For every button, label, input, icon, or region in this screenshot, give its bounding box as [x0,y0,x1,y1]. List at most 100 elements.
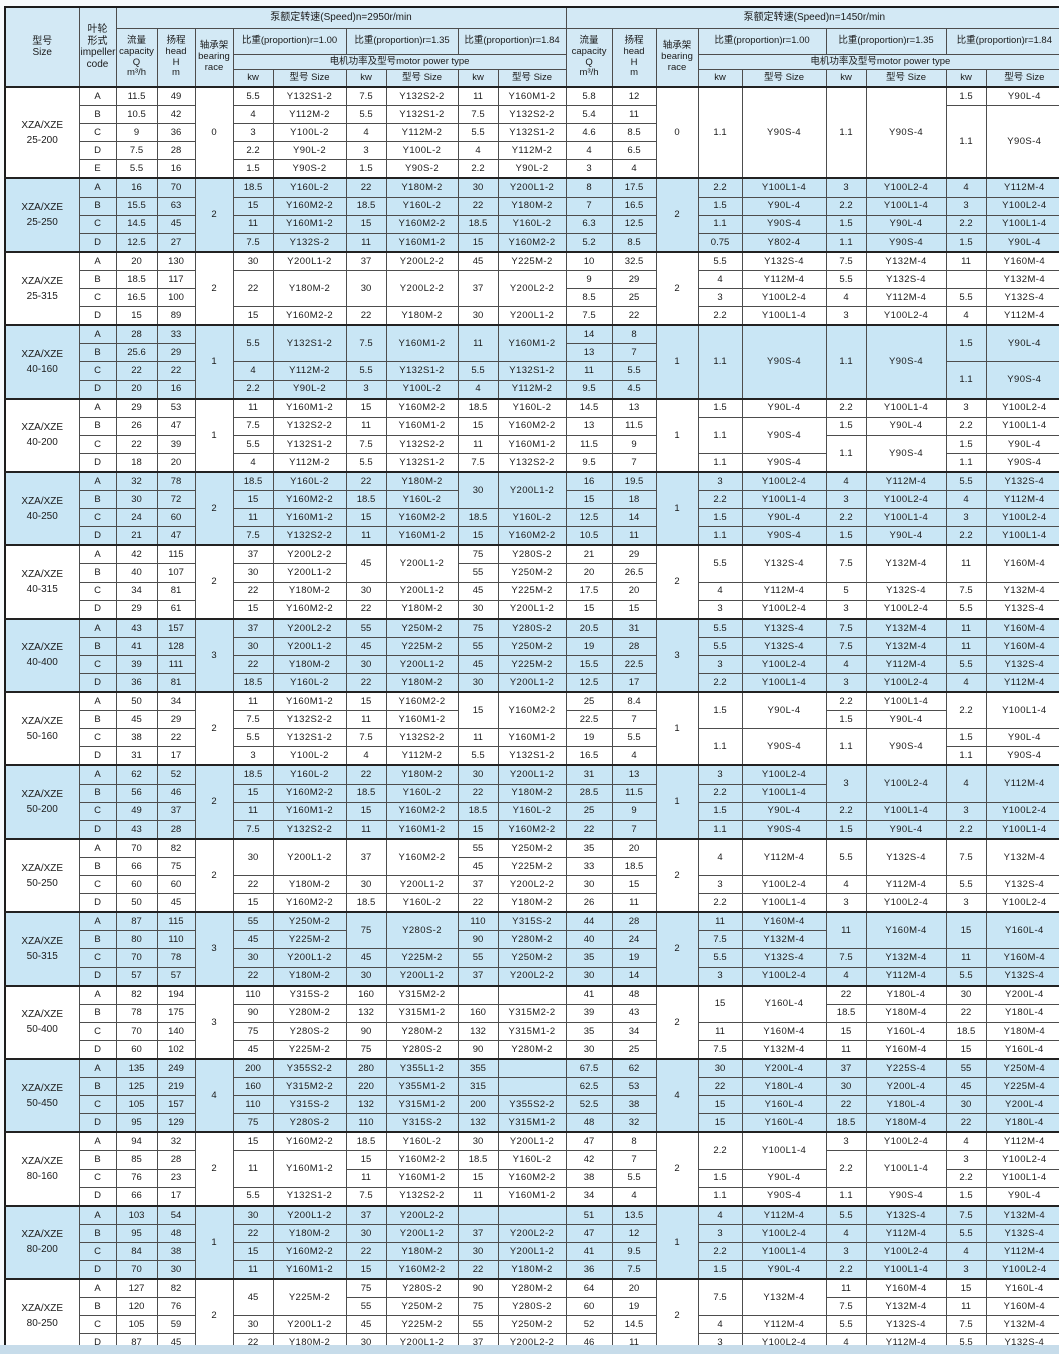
motor-size-cell-1450: Y180L-4 [985,1113,1059,1133]
motor-kw-cell-2950: 132 [345,1095,387,1115]
motor-size-cell-2950: Y280M-2 [385,1021,459,1041]
header-capacity-left: 流量 capacity Q m³/h [115,28,158,88]
motor-size-cell-2950: Y200L1-2 [272,1315,347,1335]
motor-size-cell-1450: Y112M-4 [985,764,1059,803]
motor-size-cell-1450: Y100L1-4 [985,526,1059,546]
motor-kw-cell-1450: 11 [945,636,987,656]
model-cell: XZA/XZE 40-160 [4,324,80,400]
motor-kw-cell-1450: 7.5 [825,1297,867,1317]
motor-kw-cell-1450: 7.5 [945,1204,987,1225]
motor-kw-cell-2950: 55 [232,911,274,932]
motor-kw-cell-2950: 30 [457,306,499,326]
motor-kw-cell-2950: 37 [457,269,499,308]
header-prop135-left: 比重(proportion)r=1.35 [345,28,459,55]
head-cell-2950: 57 [156,966,196,987]
motor-kw-cell-2950: 15 [345,397,387,418]
capacity-cell-2950: 39 [115,654,158,675]
motor-size-cell-2950: Y100L-2 [385,379,459,400]
motor-kw-cell-1450: 30 [945,984,987,1005]
motor-size-cell-1450: Y112M-4 [741,1315,827,1335]
bearing-cell-2950: 2 [194,1278,234,1353]
motor-size-cell-1450: Y160M-4 [865,1278,947,1299]
motor-kw-cell-2950: 55 [457,948,499,968]
motor-size-cell-1450: Y100L2-4 [865,177,947,198]
motor-kw-cell-2950: 15 [345,801,387,821]
motor-kw-cell-2950: 75 [457,1297,499,1317]
motor-kw-cell-2950: 37 [457,875,499,895]
motor-kw-cell-1450: 5.5 [945,1223,987,1243]
head-cell-2950: 29 [156,710,196,730]
motor-size-cell-2950: Y160M1-2 [385,819,459,840]
motor-kw-cell-2950: 132 [457,1021,499,1041]
motor-size-cell-1450: Y100L1-4 [741,177,827,198]
capacity-cell-1450: 51 [565,1204,613,1225]
motor-size-cell-1450: Y132M-4 [741,1039,827,1060]
head-cell-1450: 9 [611,801,657,821]
motor-kw-cell-1450: 2.2 [945,416,987,436]
head-cell-1450: 12 [611,1223,657,1243]
bearing-cell-2950: 2 [194,1131,234,1207]
motor-kw-cell-1450: 3 [945,893,987,913]
head-cell-2950: 100 [156,288,196,308]
motor-size-cell-2950: Y225M-2 [385,1315,459,1335]
capacity-cell-1450: 12.5 [565,673,613,693]
capacity-cell-1450: 34 [565,1186,613,1207]
head-cell-2950: 45 [156,893,196,913]
motor-size-cell-2950: Y160L-2 [385,1131,459,1152]
motor-kw-cell-2950: 11 [457,1186,499,1207]
impeller-code-cell: C [78,1095,117,1115]
motor-kw-cell-1450: 4 [945,764,987,803]
motor-size-cell-1450: Y100L2-4 [985,1260,1059,1280]
bearing-cell-1450: 2 [655,544,699,620]
motor-size-cell-1450: Y90L-4 [741,801,827,821]
capacity-cell-2950: 10.5 [115,105,158,125]
capacity-cell-2950: 70 [115,1260,158,1280]
motor-kw-cell-1450: 2.2 [697,673,743,693]
motor-kw-cell-2950: 132 [345,1003,387,1023]
motor-size-cell-1450: Y160M-4 [985,1297,1059,1317]
motor-size-cell-2950: Y225M-2 [272,1278,347,1317]
header-capacity-right: 流量 capacity Q m³/h [565,28,613,88]
motor-size-cell-1450: Y160M-4 [985,544,1059,583]
impeller-code-cell: A [78,177,117,198]
head-cell-2950: 27 [156,232,196,253]
motor-size-cell-2950: Y160M2-2 [272,490,347,510]
impeller-code-cell: A [78,911,117,932]
motor-kw-cell-1450: 5.5 [825,269,867,290]
bearing-cell-2950: 4 [194,1057,234,1133]
motor-kw-cell-1450: 18.5 [945,1021,987,1041]
motor-kw-cell-2950: 11 [345,819,387,840]
pump-spec-table: 型号 Size 叶轮 形式 impeller code 泵额定转速(Speed)… [4,6,1059,1354]
motor-kw-cell-1450: 1.1 [825,324,867,400]
motor-kw-cell-2950: 90 [345,1021,387,1041]
bearing-cell-1450: 0 [655,85,699,179]
motor-size-cell-1450: Y112M-4 [985,673,1059,693]
capacity-cell-2950: 135 [115,1057,158,1079]
capacity-cell-2950: 22 [115,361,158,381]
motor-kw-cell-2950: 355 [457,1057,499,1079]
motor-size-cell-2950: Y200L2-2 [385,269,459,308]
motor-size-cell-1450: Y90S-4 [865,1186,947,1207]
head-cell-2950: 54 [156,1204,196,1225]
motor-size-cell-2950: Y280S-2 [272,1021,347,1041]
motor-kw-cell-2950: 45 [345,544,387,583]
impeller-code-cell: D [78,1039,117,1060]
head-cell-1450: 11 [611,893,657,913]
motor-size-cell-1450: Y132M-4 [865,544,947,583]
motor-kw-cell-2950: 45 [457,581,499,601]
motor-kw-cell-2950: 18.5 [457,397,499,418]
bearing-cell-2950: 3 [194,617,234,693]
motor-kw-cell-2950: 15 [232,1131,274,1152]
motor-size-cell-1450: Y100L2-4 [865,490,947,510]
motor-kw-cell-2950: 30 [232,948,274,968]
capacity-cell-1450: 35 [565,1021,613,1041]
head-cell-1450: 32.5 [611,250,657,271]
motor-kw-cell-2950: 18.5 [345,196,387,216]
motor-size-cell-1450: Y160L-4 [985,1278,1059,1299]
motor-size-cell-2950: Y200L2-2 [497,875,567,895]
motor-kw-cell-2950: 45 [457,250,499,271]
motor-size-cell-1450: Y160M-4 [741,1021,827,1041]
motor-size-cell-1450: Y112M-4 [985,177,1059,198]
impeller-code-cell: A [78,617,117,638]
motor-size-cell-2950: Y315S-2 [497,911,567,932]
